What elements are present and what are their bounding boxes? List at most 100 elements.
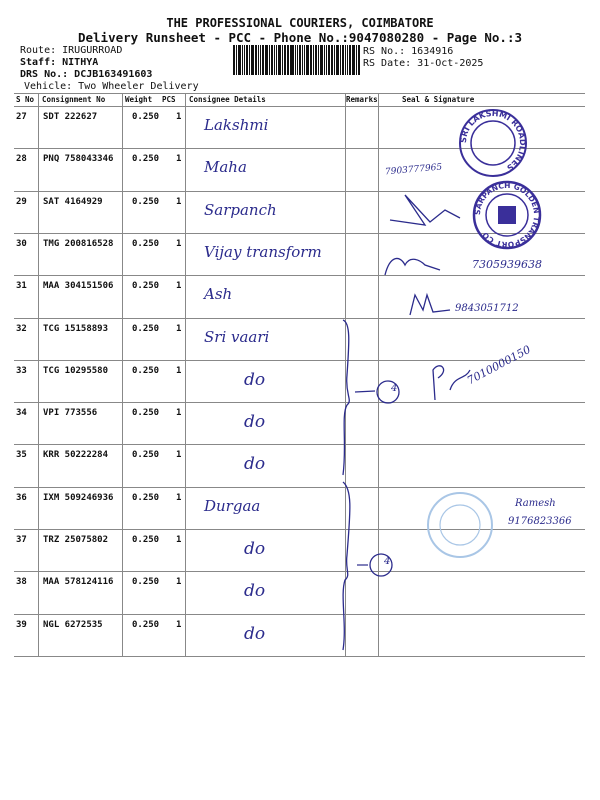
weight: 0.250 <box>132 577 160 588</box>
barcode-bar <box>248 45 250 75</box>
consignment-number: PNQ 758043346 <box>43 154 114 165</box>
pieces: 1 <box>176 408 182 419</box>
barcode-bar <box>237 45 241 75</box>
signature-row29 <box>389 194 461 226</box>
name-row36: Ramesh <box>515 498 556 509</box>
barcode-bar <box>310 45 313 75</box>
row-divider <box>14 655 585 657</box>
col-consignee: Consignee Details <box>189 95 266 104</box>
company-title: THE PROFESSIONAL COURIERS, COIMBATORE <box>166 16 434 30</box>
consignee-name: do <box>244 623 266 644</box>
weight: 0.250 <box>132 196 160 207</box>
serial-number: 37 <box>16 535 27 545</box>
barcode-bar <box>270 45 273 75</box>
consignee-name: Vijay transform <box>204 242 322 261</box>
consignee-name: do <box>244 412 266 433</box>
barcode-bar <box>315 45 318 75</box>
weight: 0.250 <box>132 154 160 165</box>
barcode-bar <box>241 45 243 75</box>
serial-number: 39 <box>16 619 27 630</box>
col-weight: Weight <box>125 95 153 104</box>
barcode-bar <box>328 45 331 75</box>
barcode-bar <box>348 45 351 75</box>
barcode-bar <box>336 45 340 75</box>
runsheet-subtitle: Delivery Runsheet - PCC - Phone No.:9047… <box>77 30 522 45</box>
barcode-bar <box>243 45 245 75</box>
column-divider <box>185 93 186 656</box>
phone-row30: 7305939638 <box>472 258 542 271</box>
serial-number: 34 <box>16 408 27 419</box>
pieces: 1 <box>176 281 182 292</box>
serial-number: 29 <box>16 196 27 207</box>
barcode-bar <box>355 45 357 75</box>
remarks-count-2: 4 <box>384 556 391 567</box>
weight: 0.250 <box>132 408 160 419</box>
barcode-bar <box>261 45 264 75</box>
barcode-bar <box>291 45 295 75</box>
consignment-number: MAA 304151506 <box>43 281 114 292</box>
barcode-bar <box>342 45 345 75</box>
roadlines-stamp: SRI LAKSHMI ROADLINES <box>459 109 527 177</box>
row-divider <box>14 444 585 446</box>
serial-number: 31 <box>16 281 27 292</box>
pieces: 1 <box>176 492 182 503</box>
signature-row30 <box>384 257 441 276</box>
row-divider <box>14 232 585 234</box>
barcode-bar <box>318 45 320 75</box>
svg-text:SRI LAKSHMI ROADLINES: SRI LAKSHMI ROADLINES <box>459 109 527 173</box>
barcode-bar <box>235 45 237 75</box>
weight: 0.250 <box>132 365 160 376</box>
consignee-name: Sarpanch <box>204 200 277 219</box>
row-divider <box>14 613 585 615</box>
row-divider <box>14 106 585 107</box>
consignee-name: Ash <box>204 285 233 304</box>
barcode-bar <box>254 45 257 75</box>
signature-row31 <box>409 292 451 316</box>
row-divider <box>14 571 585 573</box>
pieces: 1 <box>176 365 182 376</box>
pieces: 1 <box>176 577 182 588</box>
barcode-bar <box>273 45 275 75</box>
consignee-name: do <box>244 581 266 602</box>
barcode-bar <box>257 45 259 75</box>
rs-number: RS No.: 1634916 <box>363 46 454 57</box>
consignee-name: do <box>244 539 266 559</box>
column-divider <box>38 93 39 656</box>
serial-number: 27 <box>16 112 27 122</box>
serial-number: 33 <box>16 365 27 376</box>
pieces: 1 <box>176 323 182 334</box>
barcode-bar <box>357 45 360 75</box>
barcode-bar <box>268 45 270 75</box>
barcode-bar <box>286 45 289 75</box>
consignment-number: TCG 10295580 <box>43 365 109 376</box>
barcode-bar <box>334 45 336 75</box>
weight: 0.250 <box>132 323 160 334</box>
row-divider <box>14 190 585 192</box>
vehicle: Vehicle: Two Wheeler Delivery <box>24 81 199 92</box>
barcode-bar <box>264 45 268 75</box>
barcode-bar <box>295 45 297 75</box>
weight: 0.250 <box>132 535 160 545</box>
barcode-bar <box>277 45 281 75</box>
consignment-number: SDT 222627 <box>43 112 98 122</box>
barcode-bar <box>331 45 334 75</box>
pieces: 1 <box>176 450 182 461</box>
barcode-bar <box>340 45 342 75</box>
barcode-bar <box>289 45 291 75</box>
weight: 0.250 <box>132 450 160 461</box>
row-divider <box>14 486 585 488</box>
row-divider <box>14 93 585 94</box>
weight: 0.250 <box>132 112 160 122</box>
weight: 0.250 <box>132 281 160 292</box>
barcode-bar <box>313 45 315 75</box>
row-divider <box>14 148 585 150</box>
pieces: 1 <box>176 535 182 545</box>
rs-date: RS Date: 31-Oct-2025 <box>363 58 484 69</box>
route: Route: IRUGURROAD <box>20 45 123 56</box>
consignment-number: VPI 773556 <box>43 408 98 419</box>
row-divider <box>14 275 585 277</box>
barcode-bar <box>275 45 277 75</box>
barcode-bar <box>304 45 306 75</box>
consignee-name: Durgaa <box>204 496 261 515</box>
barcode-bar <box>306 45 310 75</box>
